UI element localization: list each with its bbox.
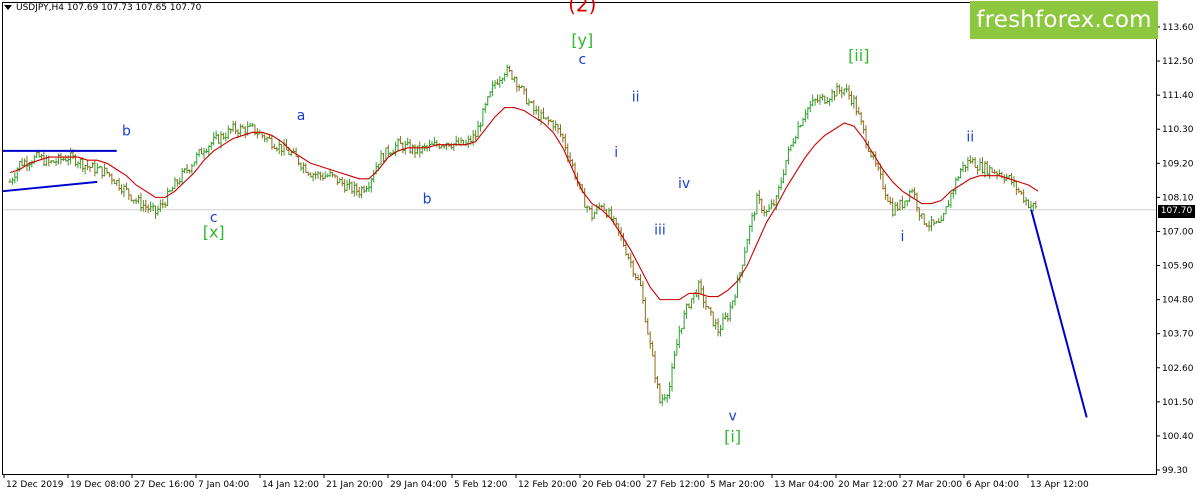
wave-label: [ii] — [848, 46, 869, 65]
price-bars — [8, 64, 1038, 406]
trend-line — [1030, 209, 1088, 418]
trend-lines — [2, 149, 1088, 418]
x-tick-label: 21 Jan 20:00 — [326, 480, 383, 490]
x-tick-label: 20 Feb 04:00 — [582, 480, 641, 490]
wave-label: [x] — [203, 223, 225, 242]
x-tick-label: 12 Feb 20:00 — [518, 480, 577, 490]
x-tick-label: 13 Mar 04:00 — [774, 480, 834, 490]
wave-label: ii — [632, 89, 640, 105]
y-tick-label: 103.70 — [1162, 330, 1194, 340]
y-tick-label: 101.50 — [1162, 398, 1194, 408]
y-tick-label: 104.80 — [1162, 296, 1194, 306]
x-tick-label: 20 Mar 12:00 — [838, 480, 898, 490]
x-tick-label: 7 Jan 04:00 — [198, 480, 250, 490]
wave-label: b — [122, 123, 131, 139]
chart-frame — [2, 2, 1157, 475]
y-tick-label: 100.40 — [1162, 432, 1194, 442]
x-tick-label: 14 Jan 12:00 — [262, 480, 319, 490]
y-tick-label: 113.60 — [1162, 23, 1194, 33]
y-tick-label: 107.00 — [1162, 227, 1194, 237]
current-price-value: 107.70 — [1160, 206, 1193, 216]
wave-label: [i] — [724, 427, 741, 446]
symbol-header: USDJPY,H4 107.69 107.73 107.65 107.70 — [4, 3, 201, 13]
wave-label: ii — [966, 130, 974, 146]
x-tick-label: 29 Jan 04:00 — [390, 480, 447, 490]
y-tick-label: 102.60 — [1162, 364, 1194, 374]
y-tick-label: 110.30 — [1162, 125, 1194, 135]
x-tick-label: 19 Dec 08:00 — [70, 480, 131, 490]
wave-label: (2) — [568, 0, 596, 17]
x-tick-label: 27 Mar 20:00 — [902, 480, 962, 490]
dropdown-triangle-icon[interactable] — [4, 5, 12, 10]
wave-label: iii — [654, 223, 666, 239]
y-tick-label: 99.30 — [1162, 466, 1188, 476]
y-tick-label: 105.90 — [1162, 262, 1194, 272]
y-axis: 113.60 112.50 111.40 110.30 109.20 108.10 107.… — [1156, 23, 1194, 476]
y-tick-label: 108.10 — [1162, 193, 1194, 203]
wave-label: iv — [678, 176, 690, 192]
brand-text: freshforex.com — [976, 7, 1152, 33]
current-price-tag: 107.70 — [1158, 205, 1195, 218]
wave-label: a — [297, 108, 306, 124]
x-tick-label: 27 Feb 12:00 — [646, 480, 705, 490]
wave-label: c — [578, 52, 586, 68]
ma-line — [9, 106, 1039, 301]
wave-label: b — [423, 192, 432, 208]
trend-line — [2, 180, 98, 193]
moving-average — [9, 106, 1039, 301]
x-axis: 12 Dec 2019 19 Dec 08:00 27 Dec 16:00 7 Jan… — [3, 474, 1089, 490]
wave-label: v — [729, 408, 737, 424]
wave-label: i — [614, 145, 618, 161]
x-tick-label: 13 Apr 12:00 — [1030, 480, 1089, 490]
brand-logo: freshforex.com — [970, 1, 1158, 39]
y-tick-label: 109.20 — [1162, 159, 1194, 169]
wave-label: c — [210, 210, 218, 226]
wave-label: [y] — [571, 31, 593, 50]
x-tick-label: 27 Dec 16:00 — [134, 480, 195, 490]
x-tick-label: 12 Dec 2019 — [6, 480, 64, 490]
x-tick-label: 6 Apr 04:00 — [966, 480, 1019, 490]
x-tick-label: 5 Feb 12:00 — [454, 480, 508, 490]
wave-label: i — [900, 229, 904, 245]
symbol-info: USDJPY,H4 107.69 107.73 107.65 107.70 — [16, 3, 202, 13]
y-tick-label: 112.50 — [1162, 57, 1194, 67]
y-tick-label: 111.40 — [1162, 91, 1194, 101]
x-tick-label: 5 Mar 20:00 — [710, 480, 765, 490]
